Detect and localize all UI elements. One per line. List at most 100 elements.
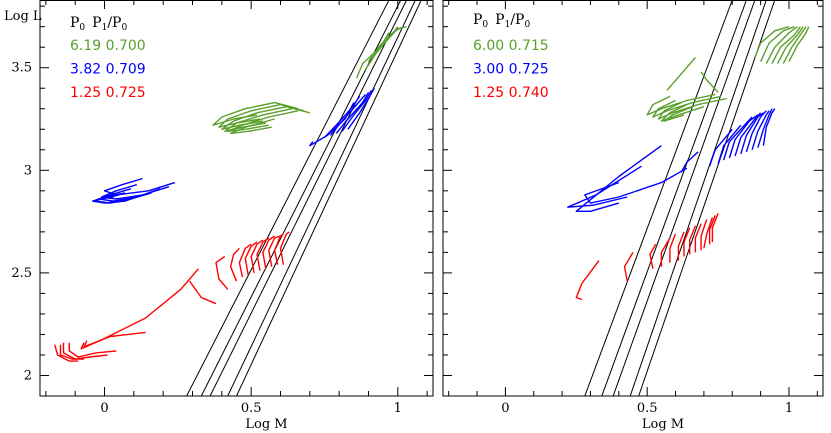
- evolution-track: [250, 239, 264, 274]
- evolution-track: [754, 26, 790, 58]
- strip-boundary-line: [638, 0, 776, 396]
- evolution-track: [59, 344, 84, 360]
- evolution-track: [660, 237, 671, 267]
- evolution-track: [268, 235, 281, 267]
- evolution-track: [700, 71, 719, 93]
- evolution-track: [323, 95, 361, 138]
- x-tick-label: 0.5: [241, 401, 262, 416]
- evolution-track: [734, 112, 762, 157]
- evolution-track: [652, 95, 722, 118]
- evolution-track: [723, 116, 753, 161]
- evolution-track: [689, 225, 697, 255]
- evolution-track: [646, 93, 716, 116]
- strip-boundary-line: [601, 0, 747, 396]
- legend-header: P0 P1/P0: [70, 15, 127, 33]
- evolution-track: [788, 26, 810, 62]
- evolution-track: [584, 167, 688, 204]
- right-panel: 0 0.5 1 Log M P0 P1/P0 6.00 0.715 3.00 0.725 1.…: [442, 0, 824, 432]
- evolution-track: [80, 268, 199, 350]
- evolution-track: [708, 215, 716, 245]
- evolution-track: [717, 124, 742, 165]
- x-axis-label: Log M: [642, 417, 684, 432]
- x-tick-label: 1: [785, 401, 793, 416]
- evolution-track: [683, 227, 691, 257]
- evolution-track: [771, 26, 801, 64]
- evolution-track: [677, 231, 685, 261]
- evolution-track: [68, 342, 117, 358]
- x-tick-label: 0: [100, 401, 108, 416]
- evolution-track: [663, 106, 693, 122]
- evolution-track: [623, 252, 634, 282]
- evolution-track: [335, 91, 370, 134]
- legend-row: 3.00 0.725: [473, 62, 549, 78]
- evolution-track: [666, 57, 696, 91]
- legend-row: 6.00 0.715: [473, 38, 549, 54]
- evolution-track: [212, 101, 299, 126]
- evolution-track: [244, 241, 258, 276]
- evolution-track: [762, 108, 776, 146]
- evolution-track: [229, 247, 240, 282]
- evolution-track: [54, 344, 79, 362]
- evolution-track: [759, 26, 795, 62]
- evolution-track: [657, 97, 727, 120]
- legend-row: 1.25 0.725: [70, 85, 146, 101]
- x-tick-label: 0: [501, 401, 509, 416]
- evolution-track: [83, 331, 146, 348]
- evolution-track: [751, 110, 770, 151]
- evolution-track: [221, 105, 310, 131]
- evolution-track: [765, 26, 798, 64]
- evolution-track: [575, 145, 662, 213]
- evolution-track: [238, 243, 252, 278]
- evolution-track: [567, 165, 642, 208]
- x-tick-label: 1: [394, 401, 402, 416]
- evolution-track: [649, 243, 657, 269]
- y-axis-label: Log L: [4, 9, 42, 24]
- legend-row: 6.19 0.700: [70, 38, 146, 54]
- evolution-track: [329, 93, 367, 136]
- strip-boundary-line: [612, 0, 756, 396]
- evolution-track: [740, 112, 764, 155]
- evolution-track: [92, 196, 120, 204]
- evolution-track: [757, 108, 773, 148]
- strip-boundary-line: [629, 0, 767, 396]
- evolution-track: [341, 89, 373, 132]
- evolution-track: [708, 128, 733, 167]
- legend-row: 3.82 0.709: [70, 62, 146, 78]
- legend-row: 1.25 0.740: [473, 85, 549, 101]
- y-tick-label: 3.5: [11, 61, 32, 76]
- y-tick-label: 3: [24, 163, 32, 178]
- strip-boundary-line: [584, 0, 733, 396]
- strip-boundary-line: [227, 0, 416, 396]
- evolution-track: [256, 237, 270, 271]
- evolution-track: [745, 110, 767, 153]
- y-tick-label: 2: [24, 368, 32, 383]
- evolution-track: [347, 87, 375, 130]
- evolution-track: [694, 223, 702, 253]
- evolution-track: [700, 219, 708, 251]
- evolution-track: [103, 177, 176, 196]
- left-panel: 0 0.5 1 2 2.5 3 3.5 Log M Log L P0 P1/P0 6.19 0.70…: [4, 0, 434, 432]
- evolution-track: [703, 217, 714, 249]
- evolution-track: [229, 118, 275, 135]
- evolution-track: [273, 233, 284, 265]
- evolution-track: [782, 26, 807, 64]
- evolution-track: [680, 151, 699, 173]
- evolution-track: [575, 260, 600, 301]
- strip-boundary-line: [186, 0, 390, 396]
- evolution-track: [215, 255, 229, 290]
- evolution-track: [660, 103, 705, 122]
- evolution-track: [728, 114, 759, 159]
- legend-header: P0 P1/P0: [473, 12, 530, 30]
- strip-boundary-line: [209, 0, 408, 396]
- evolution-track: [189, 280, 217, 305]
- evolution-track: [226, 110, 299, 133]
- evolution-track: [373, 26, 407, 56]
- strip-boundary-line: [236, 0, 422, 396]
- evolution-track: [262, 235, 276, 269]
- evolution-track: [669, 233, 677, 263]
- x-axis-label: Log M: [245, 417, 287, 432]
- y-tick-label: 2.5: [11, 266, 32, 281]
- plot-frame: [442, 0, 824, 397]
- x-tick-label: 0.5: [637, 401, 658, 416]
